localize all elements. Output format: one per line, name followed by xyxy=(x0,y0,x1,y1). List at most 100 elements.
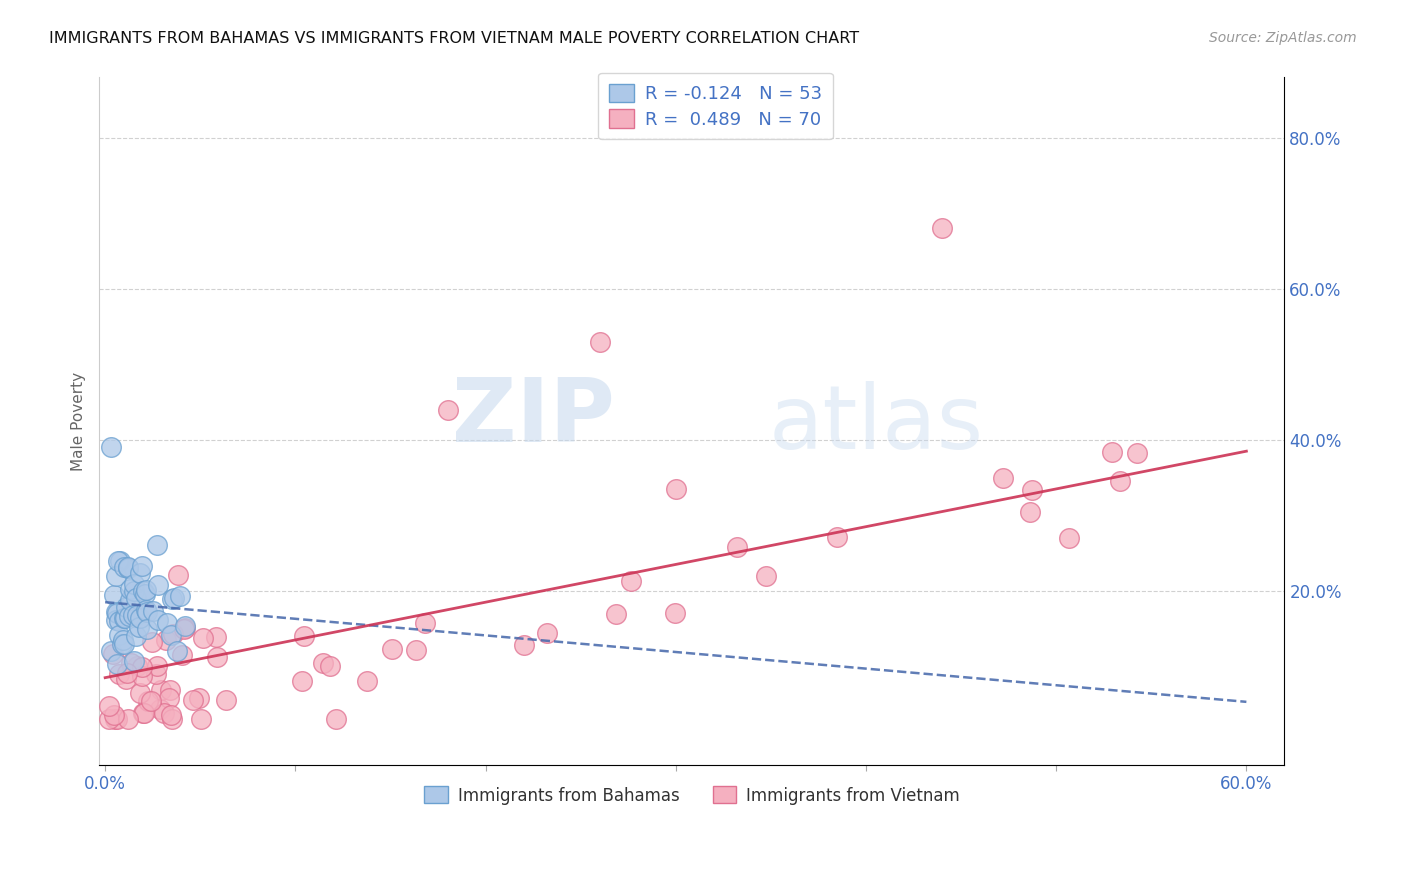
Point xyxy=(104,568,127,582)
Point xyxy=(163,591,186,606)
Point xyxy=(114,672,136,686)
Point xyxy=(162,627,184,641)
Point xyxy=(145,666,167,681)
Point xyxy=(146,613,169,627)
Text: Source: ZipAtlas.com: Source: ZipAtlas.com xyxy=(1209,31,1357,45)
Point xyxy=(755,569,778,583)
Point xyxy=(1019,505,1042,519)
Point xyxy=(135,603,157,617)
Point xyxy=(100,644,122,658)
Point xyxy=(107,614,129,628)
Point xyxy=(620,574,643,589)
Point xyxy=(291,674,314,689)
Point xyxy=(105,606,128,620)
Point xyxy=(159,683,181,698)
Point xyxy=(149,683,172,698)
Point xyxy=(605,607,627,622)
Point xyxy=(146,578,169,592)
Point xyxy=(117,561,139,575)
Point xyxy=(134,706,156,720)
Point xyxy=(120,656,142,670)
Point xyxy=(172,648,194,662)
Point xyxy=(108,667,131,681)
Point xyxy=(105,613,128,627)
Point xyxy=(207,650,229,665)
Text: atlas: atlas xyxy=(769,381,984,468)
Point xyxy=(381,641,404,656)
Point xyxy=(131,660,153,674)
Point xyxy=(513,638,536,652)
Point xyxy=(589,334,612,349)
Point xyxy=(98,712,121,726)
Point xyxy=(108,628,131,642)
Point xyxy=(174,621,197,635)
Point xyxy=(112,637,135,651)
Point xyxy=(1101,444,1123,458)
Point xyxy=(215,693,238,707)
Point xyxy=(115,666,138,681)
Point xyxy=(160,712,183,726)
Point xyxy=(536,625,558,640)
Point xyxy=(312,656,335,670)
Point xyxy=(103,588,125,602)
Point xyxy=(129,686,152,700)
Point xyxy=(117,561,139,575)
Point xyxy=(356,673,378,688)
Point xyxy=(167,568,190,582)
Point xyxy=(110,554,132,568)
Point xyxy=(193,631,215,645)
Point xyxy=(169,589,191,603)
Point xyxy=(173,622,195,636)
Point xyxy=(104,606,127,620)
Point xyxy=(129,566,152,580)
Point xyxy=(325,712,347,726)
Point xyxy=(166,644,188,658)
Point xyxy=(190,712,212,726)
Point xyxy=(664,606,686,620)
Point xyxy=(993,471,1015,485)
Point xyxy=(187,691,209,706)
Point xyxy=(132,706,155,721)
Point xyxy=(135,583,157,598)
Point xyxy=(111,637,134,651)
Point xyxy=(1109,474,1132,488)
Point xyxy=(98,698,121,713)
Point xyxy=(105,657,128,672)
Point xyxy=(128,611,150,625)
Point xyxy=(665,482,688,496)
Text: ZIP: ZIP xyxy=(453,374,614,461)
Point xyxy=(115,599,138,614)
Point xyxy=(121,608,143,623)
Point xyxy=(125,629,148,643)
Text: IMMIGRANTS FROM BAHAMAS VS IMMIGRANTS FROM VIETNAM MALE POVERTY CORRELATION CHAR: IMMIGRANTS FROM BAHAMAS VS IMMIGRANTS FR… xyxy=(49,31,859,46)
Point xyxy=(141,634,163,648)
Point xyxy=(162,592,184,607)
Point xyxy=(136,694,159,708)
Point xyxy=(134,587,156,601)
Point xyxy=(124,577,146,591)
Point xyxy=(132,583,155,598)
Point xyxy=(146,538,169,552)
Point xyxy=(117,712,139,726)
Point xyxy=(436,402,458,417)
Point xyxy=(155,632,177,647)
Point xyxy=(1126,446,1149,460)
Point xyxy=(112,611,135,625)
Point xyxy=(104,712,127,726)
Point xyxy=(725,540,748,554)
Y-axis label: Male Poverty: Male Poverty xyxy=(72,371,86,471)
Point xyxy=(156,616,179,631)
Point xyxy=(136,622,159,636)
Point xyxy=(131,669,153,683)
Point xyxy=(174,619,197,633)
Point xyxy=(141,694,163,708)
Point xyxy=(127,608,149,623)
Point xyxy=(405,643,427,657)
Point xyxy=(1057,532,1080,546)
Point xyxy=(825,530,848,544)
Point xyxy=(149,702,172,716)
Point xyxy=(205,631,228,645)
Point xyxy=(125,591,148,605)
Point xyxy=(101,647,124,661)
Point xyxy=(103,707,125,722)
